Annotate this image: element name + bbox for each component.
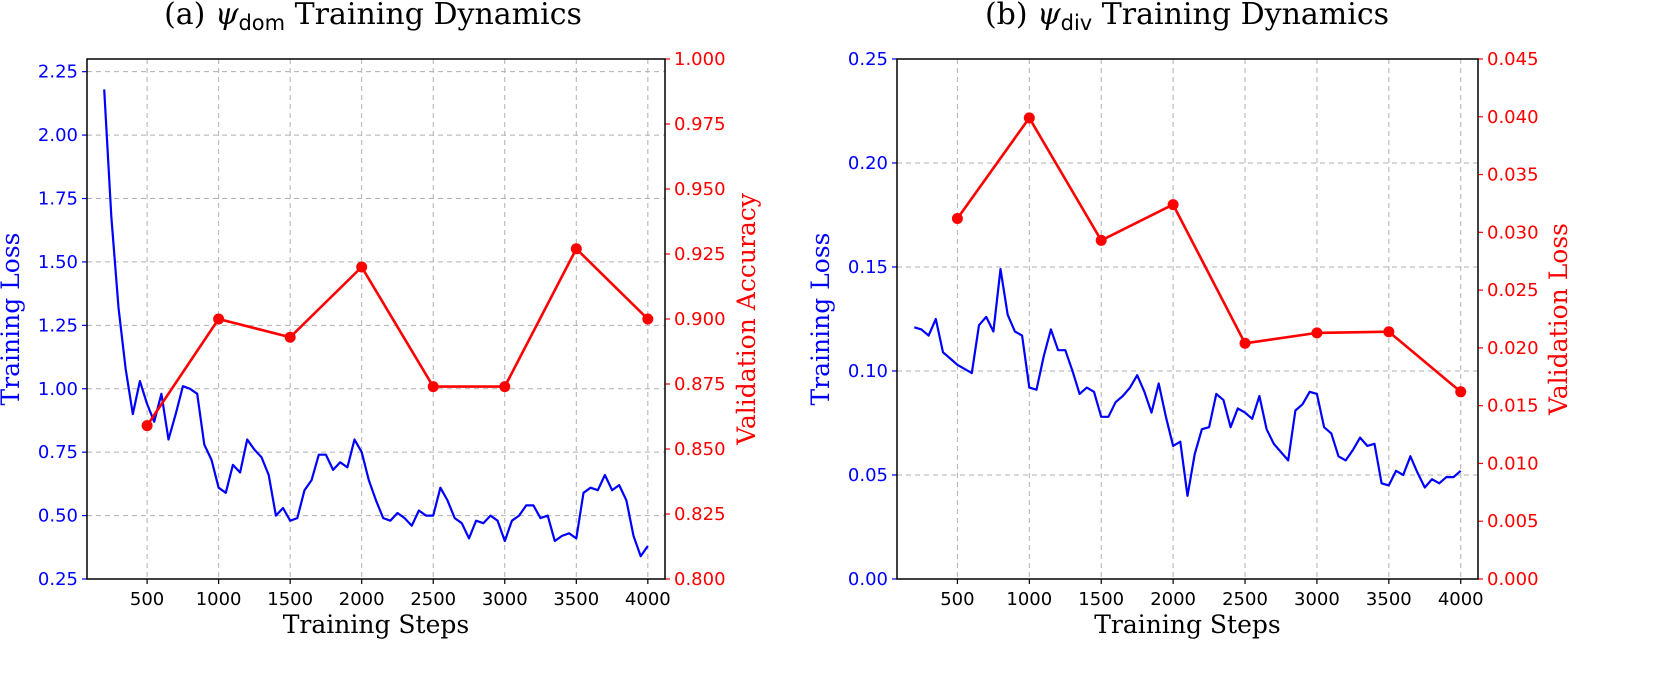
y-left-tick-label: 0.10 <box>848 361 888 382</box>
y-right-tick-label: 0.850 <box>674 439 726 460</box>
data-point-validation <box>1167 199 1179 211</box>
data-point-validation <box>141 420 153 432</box>
x-tick-label: 2500 <box>410 589 456 610</box>
title-symbol: ψ <box>215 0 239 32</box>
data-point-validation <box>213 313 225 325</box>
y-right-tick-label: 0.010 <box>1487 453 1539 474</box>
y-left-tick-label: 0.25 <box>848 49 888 70</box>
x-tick-label: 500 <box>940 589 974 610</box>
y-right-tick-label: 0.035 <box>1487 165 1539 186</box>
series-line-validation-loss <box>956 116 1462 393</box>
series-line-training-loss <box>913 268 1462 497</box>
y-left-tick-label: 1.50 <box>38 252 78 273</box>
plot-frame <box>896 58 1479 580</box>
y-right-tick-label: 0.000 <box>1487 569 1539 590</box>
y-left-tick-label: 1.75 <box>38 189 78 210</box>
series-line-training-loss <box>103 89 649 558</box>
x-tick-label: 500 <box>130 589 164 610</box>
y-left-tick-label: 0.00 <box>848 569 888 590</box>
y-left-tick-label: 0.25 <box>38 569 78 590</box>
y-right-tick-label: 0.825 <box>674 504 726 525</box>
data-point-validation <box>642 313 654 325</box>
title-symbol: ψ <box>1037 0 1061 32</box>
title-subscript: dom <box>238 11 285 35</box>
y-right-tick-label: 0.875 <box>674 374 726 395</box>
chart-title: (b) ψdiv Training Dynamics <box>985 0 1389 35</box>
x-tick-label: 1000 <box>196 589 242 610</box>
y-right-tick-label: 1.000 <box>674 49 726 70</box>
title-subscript: div <box>1061 11 1093 35</box>
data-point-validation <box>427 381 439 393</box>
x-tick-label: 2500 <box>1222 589 1268 610</box>
series-line-validation-accuracy <box>146 247 649 427</box>
x-tick-label: 2000 <box>339 589 385 610</box>
data-point-validation <box>499 381 511 393</box>
data-point-validation <box>1383 326 1395 338</box>
y-left-tick-label: 2.00 <box>38 125 78 146</box>
x-tick-label: 3000 <box>1294 589 1340 610</box>
y-right-tick-label: 0.925 <box>674 244 726 265</box>
y-left-tick-label: 1.25 <box>38 315 78 336</box>
y-right-axis-label: Validation Accuracy <box>732 192 761 446</box>
data-point-validation <box>1023 112 1035 124</box>
y-right-tick-label: 0.950 <box>674 179 726 200</box>
y-left-axis-label: Training Loss <box>806 233 835 406</box>
y-right-tick-label: 0.020 <box>1487 338 1539 359</box>
title-prefix: (b) <box>985 0 1037 32</box>
data-point-validation <box>1239 337 1251 349</box>
y-right-tick-label: 0.040 <box>1487 107 1539 128</box>
x-axis-label: Training Steps <box>283 610 469 639</box>
y-right-tick-label: 0.025 <box>1487 280 1539 301</box>
x-axis-label: Training Steps <box>1094 610 1280 639</box>
chart-panel-a: (a) ψdom Training Dynamics 500 1000 1500 200… <box>0 0 761 639</box>
y-right-tick-label: 0.045 <box>1487 49 1539 70</box>
y-left-tick-label: 2.25 <box>38 62 78 83</box>
data-point-validation <box>951 212 963 224</box>
x-tick-label: 2000 <box>1150 589 1196 610</box>
plot-frame <box>86 58 666 580</box>
x-tick-label: 3500 <box>1366 589 1412 610</box>
y-left-tick-label: 0.50 <box>38 506 78 527</box>
chart-title: (a) ψdom Training Dynamics <box>164 0 582 35</box>
data-point-validation <box>1095 234 1107 246</box>
data-point-validation <box>570 243 582 255</box>
y-left-tick-label: 0.75 <box>38 442 78 463</box>
data-point-validation <box>356 261 368 273</box>
y-left-tick-label: 0.05 <box>848 465 888 486</box>
y-right-tick-label: 0.975 <box>674 114 726 135</box>
x-tick-label: 4000 <box>625 589 671 610</box>
y-right-tick-label: 0.005 <box>1487 511 1539 532</box>
x-tick-label: 3500 <box>553 589 599 610</box>
title-prefix: (a) <box>164 0 215 32</box>
title-suffix: Training Dynamics <box>285 0 582 32</box>
data-point-validation <box>1455 386 1467 398</box>
title-suffix: Training Dynamics <box>1092 0 1389 32</box>
y-left-axis-label: Training Loss <box>0 233 25 406</box>
y-left-tick-label: 0.20 <box>848 153 888 174</box>
y-left-tick-label: 1.00 <box>38 379 78 400</box>
x-tick-label: 4000 <box>1438 589 1484 610</box>
y-right-tick-label: 0.800 <box>674 569 726 590</box>
data-point-validation <box>1311 327 1323 339</box>
x-tick-label: 1500 <box>1078 589 1124 610</box>
y-left-tick-label: 0.15 <box>848 257 888 278</box>
y-right-tick-label: 0.030 <box>1487 222 1539 243</box>
data-point-validation <box>284 331 296 343</box>
x-tick-label: 1500 <box>267 589 313 610</box>
x-tick-label: 3000 <box>482 589 528 610</box>
chart-panel-b: (b) ψdiv Training Dynamics 500 1000 1500 200… <box>806 0 1573 639</box>
y-right-axis-label: Validation Loss <box>1544 223 1573 416</box>
y-right-tick-label: 0.015 <box>1487 396 1539 417</box>
y-right-tick-label: 0.900 <box>674 309 726 330</box>
x-tick-label: 1000 <box>1006 589 1052 610</box>
